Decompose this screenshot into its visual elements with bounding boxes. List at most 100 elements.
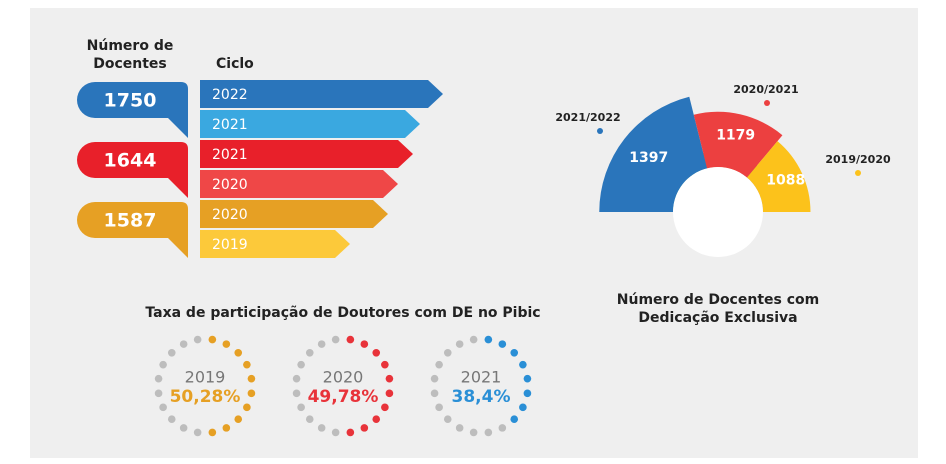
rate-dot — [346, 428, 355, 437]
chart-title: Número de Docentes com — [617, 292, 819, 308]
rate-dot — [222, 340, 231, 348]
ring-year: 2021 — [461, 368, 502, 387]
center-hole — [673, 167, 763, 257]
bubble-value: 1587 — [104, 210, 157, 232]
rate-dot — [381, 403, 389, 412]
ring-dot — [331, 428, 340, 437]
rate-dot — [523, 374, 532, 383]
ring-dot — [297, 360, 305, 369]
rate-dot — [247, 374, 256, 383]
rate-dot — [234, 348, 243, 357]
header: Docentes — [93, 56, 167, 72]
ring-dot — [179, 340, 188, 348]
rate-dot — [484, 335, 493, 344]
category-dot — [597, 128, 603, 134]
bubble — [77, 82, 188, 138]
rate-dot — [360, 340, 369, 348]
ring-value: 49,78% — [308, 387, 379, 407]
ring-year: 2020 — [323, 368, 364, 387]
ring-dot — [430, 389, 439, 398]
rate-dot — [519, 403, 527, 412]
ring-dot — [159, 403, 167, 412]
ring-dot — [484, 428, 493, 437]
polar-segment — [693, 111, 783, 178]
category-dot — [855, 170, 861, 176]
rate-dot — [510, 415, 519, 424]
rate-dot — [234, 415, 243, 424]
category-label: 2021/2022 — [555, 111, 620, 124]
category-label: 2019/2020 — [825, 153, 891, 166]
ring-dot — [305, 415, 314, 424]
cycle-bar — [200, 200, 388, 228]
rate-dot — [208, 335, 217, 344]
ring-value: 38,4% — [452, 387, 511, 407]
ring-dot — [317, 424, 326, 432]
polar-segment — [746, 141, 811, 212]
rate-dot — [243, 360, 251, 369]
rate-dot — [385, 374, 394, 383]
ring-dot — [443, 348, 452, 357]
bubble — [77, 142, 188, 198]
cycle-label: 2019 — [212, 237, 248, 253]
cycle-bar — [200, 170, 398, 198]
cycle-label: 2021 — [212, 147, 248, 163]
cycle-label: 2020 — [212, 207, 248, 223]
ring-dot — [159, 360, 167, 369]
rate-dot — [346, 335, 355, 344]
cycle-bar — [200, 80, 443, 108]
ring-dot — [167, 415, 176, 424]
ring-dot — [331, 335, 340, 344]
cycle-bar — [200, 110, 420, 138]
category-label: 2020/2021 — [733, 83, 798, 96]
ring-dot — [154, 374, 163, 383]
ring-dot — [305, 348, 314, 357]
cycle-bar — [200, 230, 350, 258]
rate-dot — [385, 389, 394, 398]
ring-dot — [435, 403, 443, 412]
rate-dot — [523, 389, 532, 398]
ring-dot — [455, 340, 464, 348]
ring-year: 2019 — [185, 368, 226, 387]
bubble — [77, 202, 188, 258]
header: Ciclo — [216, 56, 254, 72]
bubble-value: 1750 — [104, 90, 157, 112]
ring-dot — [292, 389, 301, 398]
ring-dot — [498, 424, 507, 432]
rate-dot — [498, 340, 507, 348]
value-label: 1397 — [629, 150, 668, 166]
ring-dot — [179, 424, 188, 432]
rate-dot — [372, 348, 381, 357]
ring-dot — [469, 428, 478, 437]
ring-dot — [430, 374, 439, 383]
ring-dot — [455, 424, 464, 432]
ring-dot — [297, 403, 305, 412]
cycle-bar — [200, 140, 413, 168]
cycle-label: 2022 — [212, 87, 248, 103]
bubble-value: 1644 — [104, 150, 157, 172]
chart-title: Taxa de participação de Doutores com DE … — [145, 305, 540, 321]
rate-dot — [510, 348, 519, 357]
cycle-label: 2021 — [212, 117, 248, 133]
ring-dot — [193, 428, 202, 437]
ring-dot — [193, 335, 202, 344]
ring-dot — [154, 389, 163, 398]
value-label: 1179 — [716, 127, 755, 143]
rate-dot — [247, 389, 256, 398]
cycle-label: 2020 — [212, 177, 248, 193]
ring-value: 50,28% — [170, 387, 241, 407]
rate-dot — [208, 428, 217, 437]
header: Número de — [87, 38, 174, 54]
category-dot — [764, 100, 770, 106]
rate-dot — [519, 360, 527, 369]
polar-segment — [599, 96, 708, 212]
ring-dot — [317, 340, 326, 348]
rate-dot — [243, 403, 251, 412]
ring-dot — [469, 335, 478, 344]
rate-dot — [222, 424, 231, 432]
rate-dot — [381, 360, 389, 369]
ring-dot — [167, 348, 176, 357]
rate-dot — [372, 415, 381, 424]
rate-dot — [360, 424, 369, 432]
ring-dot — [292, 374, 301, 383]
